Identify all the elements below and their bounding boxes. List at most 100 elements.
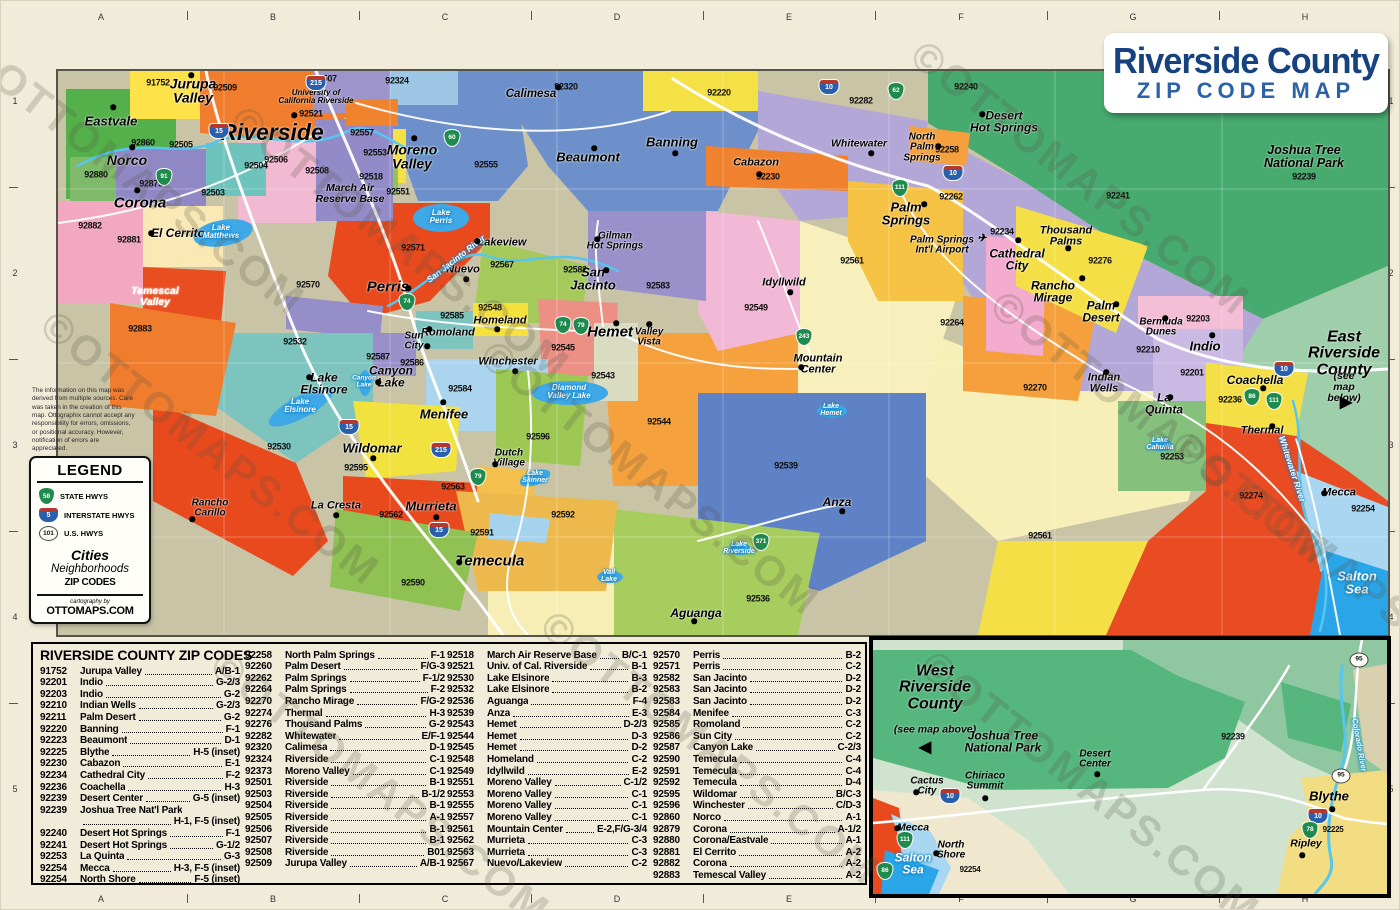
zip-code-label: 92508 bbox=[305, 165, 329, 176]
zip-code-label: 92586 bbox=[400, 357, 424, 368]
zip-code-label: 92561 bbox=[840, 255, 864, 266]
place-name: Canyon Lake bbox=[693, 742, 754, 754]
place-name: Cabazon bbox=[80, 758, 121, 770]
city-dot bbox=[1065, 245, 1071, 251]
city-dot bbox=[982, 795, 988, 801]
map-note: March Air Reserve Base bbox=[315, 182, 385, 205]
zip-code-label: 92254 bbox=[1351, 503, 1375, 514]
zip-code-label: 91752 bbox=[146, 77, 170, 88]
zip-list-entry: 92536 Aguanga F-4 bbox=[447, 695, 647, 707]
place-name: Temecula bbox=[693, 765, 737, 777]
dotted-leader bbox=[531, 703, 630, 705]
city-label: Mecca bbox=[896, 821, 930, 834]
place-name: Moreno Valley bbox=[285, 765, 350, 777]
interstate-shield: 215 bbox=[306, 76, 326, 90]
grid-location: B-2 bbox=[631, 684, 647, 696]
zip-code: 92260 bbox=[245, 661, 272, 673]
dotted-leader bbox=[331, 761, 427, 763]
zip-code: 92276 bbox=[245, 719, 272, 731]
zip-code: 92536 bbox=[447, 695, 474, 707]
dotted-leader bbox=[169, 847, 213, 849]
place-name: Murrieta bbox=[487, 846, 525, 858]
brand-label: OTTOMAPS.COM bbox=[46, 605, 134, 617]
zip-code-label: 92584 bbox=[448, 383, 472, 394]
zip-list-entry: 92881 El Cerrito A-2 bbox=[653, 846, 861, 858]
zip-code-label: 92567 bbox=[490, 259, 514, 270]
city-label: Menifee bbox=[419, 406, 469, 422]
place-name: Perris bbox=[693, 661, 721, 673]
zip-list-entry: 92557 Moreno Valley C-1 bbox=[447, 811, 647, 823]
place-name: Univ. of Cal. Riverside bbox=[487, 661, 588, 673]
interstate-shield: 10 bbox=[819, 80, 839, 94]
grid-tick bbox=[187, 11, 188, 20]
grid-location: D-3 bbox=[631, 730, 647, 742]
city-label: Thousand Palms bbox=[1039, 224, 1093, 248]
zip-code-label: 92532 bbox=[283, 336, 307, 347]
grid-letter: C bbox=[441, 894, 449, 904]
dotted-leader bbox=[144, 673, 212, 675]
city-label: El Cerrito bbox=[150, 225, 206, 240]
zip-code: 92501 bbox=[245, 777, 272, 789]
zip-code: 92274 bbox=[245, 707, 272, 719]
grid-location: E-1 bbox=[225, 758, 240, 770]
direction-arrow: ▶ bbox=[1339, 394, 1353, 411]
state-highway-shield: 78 bbox=[1302, 822, 1318, 838]
map-note: West Riverside County bbox=[898, 662, 972, 713]
zip-code-label: 92592 bbox=[551, 509, 575, 520]
city-label: Murrieta bbox=[405, 498, 457, 514]
zip-code: 92551 bbox=[447, 777, 474, 789]
place-name: Homeland bbox=[487, 753, 534, 765]
zip-list-entry: 92320 Calimesa D-1 bbox=[245, 742, 445, 753]
place-name: Temecula bbox=[693, 753, 737, 765]
lake-label: Lake Elsinore bbox=[284, 396, 316, 414]
grid-location: C/D-3 bbox=[835, 800, 861, 812]
zip-code: 91752 bbox=[40, 665, 67, 677]
place-name: Desert Center bbox=[80, 793, 143, 805]
zip-code-label: 92230 bbox=[756, 171, 780, 182]
dotted-leader bbox=[743, 727, 843, 729]
city-label: Sun City bbox=[404, 330, 424, 352]
dotted-leader bbox=[565, 831, 594, 833]
zip-code-label: 92240 bbox=[954, 81, 978, 92]
lake-label: Salton Sea bbox=[1337, 568, 1377, 597]
grid-location: C-2 bbox=[631, 858, 647, 870]
zip-code: 92230 bbox=[40, 758, 67, 770]
zip-list-entry: 92509 Jurupa Valley A/B-1 bbox=[245, 858, 445, 869]
place-name: Riverside bbox=[285, 846, 329, 858]
city-dot bbox=[291, 112, 297, 118]
zip-list-entry: 92553 Moreno Valley C-1 bbox=[447, 788, 647, 800]
zip-code-label: 92276 bbox=[1088, 255, 1112, 266]
zip-code: 92253 bbox=[40, 851, 67, 863]
dotted-leader bbox=[123, 766, 223, 768]
place-name: San Jacinto bbox=[693, 695, 747, 707]
zip-code-label: 92585 bbox=[440, 310, 464, 321]
place-name: Norco bbox=[693, 811, 721, 823]
zip-code: 92504 bbox=[245, 800, 272, 812]
main-map-regions bbox=[58, 71, 1388, 635]
grid-tick bbox=[9, 187, 18, 188]
dotted-leader bbox=[554, 785, 621, 787]
map-note: East Riverside County bbox=[1307, 328, 1381, 379]
us-highway-shield: 95 bbox=[1349, 652, 1369, 668]
city-dot bbox=[424, 343, 430, 349]
place-name: San Jacinto bbox=[693, 684, 747, 696]
city-label: Desert Hot Springs bbox=[970, 108, 1038, 135]
grid-tick bbox=[703, 11, 704, 20]
city-dot bbox=[933, 850, 939, 856]
zip-code-label: 92543 bbox=[591, 370, 615, 381]
zip-code: 92234 bbox=[40, 769, 67, 781]
zip-code-label: 92324 bbox=[385, 75, 409, 86]
grid-location: C-2 bbox=[845, 730, 861, 742]
dotted-leader bbox=[739, 854, 843, 856]
zip-code: 92595 bbox=[653, 788, 680, 800]
zip-code-label: 92562 bbox=[379, 509, 403, 520]
zip-list-entry: 92567 Nuevo/Lakeview C-2 bbox=[447, 858, 647, 870]
zip-code-label: 92504 bbox=[244, 160, 268, 171]
zip-code-label: 92225 bbox=[1322, 824, 1344, 834]
zip-code-label: 92509 bbox=[213, 82, 237, 93]
legend-neighborhoods-label: Neighborhoods bbox=[50, 563, 129, 575]
place-name: Riverside bbox=[285, 800, 329, 812]
place-name: Lake Elsinore bbox=[487, 684, 550, 696]
city-dot bbox=[1269, 423, 1275, 429]
zip-code: 92241 bbox=[40, 839, 67, 851]
